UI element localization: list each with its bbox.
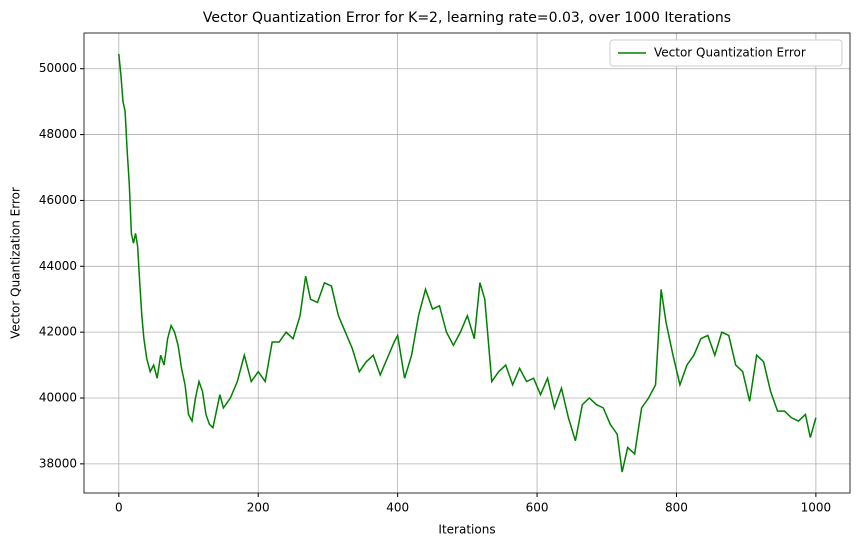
y-tick-label: 40000 xyxy=(39,391,77,405)
y-tick-label: 50000 xyxy=(39,61,77,75)
legend-label: Vector Quantization Error xyxy=(654,46,806,60)
y-axis-label: Vector Quantization Error xyxy=(9,187,23,339)
chart-title: Vector Quantization Error for K=2, learn… xyxy=(203,10,731,26)
y-tick-label: 44000 xyxy=(39,259,77,273)
legend-box xyxy=(609,39,843,67)
x-axis-label: Iterations xyxy=(438,523,495,537)
x-tick-label: 800 xyxy=(665,501,688,515)
y-tick-label: 46000 xyxy=(39,193,77,207)
x-tick-label: 400 xyxy=(386,501,409,515)
data-line xyxy=(118,53,817,473)
y-tick-label: 38000 xyxy=(39,456,77,470)
x-tick-label: 600 xyxy=(526,501,549,515)
plot-frame xyxy=(83,32,851,494)
x-tick-label: 0 xyxy=(115,501,123,515)
x-tick-label: 1000 xyxy=(801,501,832,515)
x-tick-label: 200 xyxy=(247,501,270,515)
y-tick-label: 48000 xyxy=(39,127,77,141)
y-tick-label: 42000 xyxy=(39,325,77,339)
